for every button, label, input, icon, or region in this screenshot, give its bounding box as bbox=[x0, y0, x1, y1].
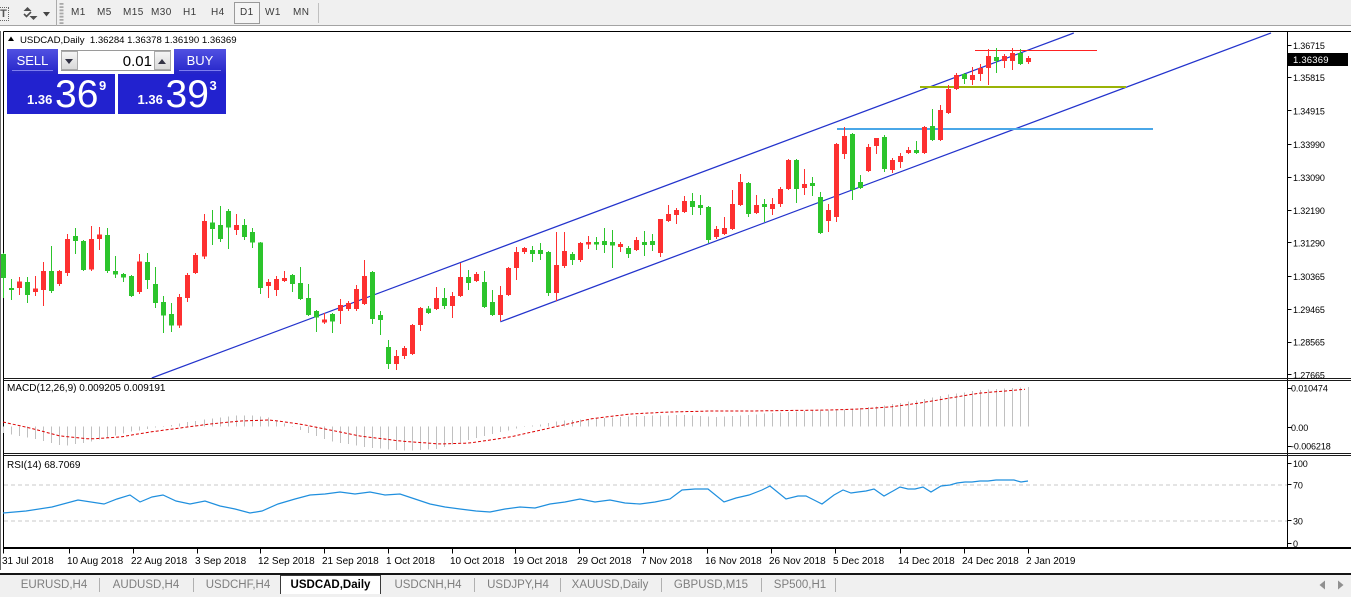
svg-text:1.29465: 1.29465 bbox=[1293, 305, 1325, 315]
svg-text:12 Sep 2018: 12 Sep 2018 bbox=[258, 556, 315, 567]
svg-text:7 Nov 2018: 7 Nov 2018 bbox=[641, 556, 693, 567]
svg-text:31 Jul 2018: 31 Jul 2018 bbox=[2, 556, 54, 567]
svg-text:1.30365: 1.30365 bbox=[1293, 272, 1325, 282]
svg-text:1 Oct 2018: 1 Oct 2018 bbox=[386, 556, 435, 567]
svg-text:1.34915: 1.34915 bbox=[1293, 106, 1325, 116]
svg-text:MACD(12,26,9) 0.009205 0.00919: MACD(12,26,9) 0.009205 0.009191 bbox=[7, 383, 166, 394]
svg-text:0: 0 bbox=[1293, 539, 1298, 549]
svg-text:14 Dec 2018: 14 Dec 2018 bbox=[898, 556, 955, 567]
svg-text:29 Oct 2018: 29 Oct 2018 bbox=[577, 556, 632, 567]
svg-text:26 Nov 2018: 26 Nov 2018 bbox=[769, 556, 826, 567]
svg-text:1.33990: 1.33990 bbox=[1293, 140, 1325, 150]
svg-text:19 Oct 2018: 19 Oct 2018 bbox=[513, 556, 568, 567]
svg-text:USDCAD,Daily 1.36284 1.36378: USDCAD,Daily 1.36284 1.36378 1.36190 1.3… bbox=[20, 35, 237, 46]
svg-text:1.31290: 1.31290 bbox=[1293, 239, 1325, 249]
svg-text:3 Sep 2018: 3 Sep 2018 bbox=[195, 556, 247, 567]
svg-text:1.36369: 1.36369 bbox=[1293, 55, 1329, 66]
svg-text:1.36715: 1.36715 bbox=[1293, 41, 1325, 51]
svg-text:21 Sep 2018: 21 Sep 2018 bbox=[322, 556, 379, 567]
svg-text:1.32190: 1.32190 bbox=[1293, 206, 1325, 216]
svg-text:16 Nov 2018: 16 Nov 2018 bbox=[705, 556, 762, 567]
svg-text:1.33090: 1.33090 bbox=[1293, 173, 1325, 183]
svg-text:100: 100 bbox=[1293, 459, 1308, 469]
svg-text:1.35815: 1.35815 bbox=[1293, 73, 1325, 83]
svg-text:30: 30 bbox=[1293, 517, 1303, 527]
svg-text:22 Aug 2018: 22 Aug 2018 bbox=[131, 556, 188, 567]
svg-text:1.27665: 1.27665 bbox=[1293, 370, 1325, 380]
svg-text:10 Aug 2018: 10 Aug 2018 bbox=[67, 556, 124, 567]
svg-text:70: 70 bbox=[1293, 481, 1303, 491]
svg-text:RSI(14) 68.7069: RSI(14) 68.7069 bbox=[7, 460, 81, 471]
svg-text:0.00: 0.00 bbox=[1291, 423, 1308, 433]
svg-text:0.010474: 0.010474 bbox=[1291, 384, 1328, 394]
svg-text:-0.006218: -0.006218 bbox=[1291, 442, 1331, 452]
svg-text:1.28565: 1.28565 bbox=[1293, 338, 1325, 348]
svg-text:2 Jan 2019: 2 Jan 2019 bbox=[1026, 556, 1076, 567]
svg-text:5 Dec 2018: 5 Dec 2018 bbox=[833, 556, 885, 567]
svg-text:10 Oct 2018: 10 Oct 2018 bbox=[450, 556, 505, 567]
svg-text:24 Dec 2018: 24 Dec 2018 bbox=[962, 556, 1019, 567]
